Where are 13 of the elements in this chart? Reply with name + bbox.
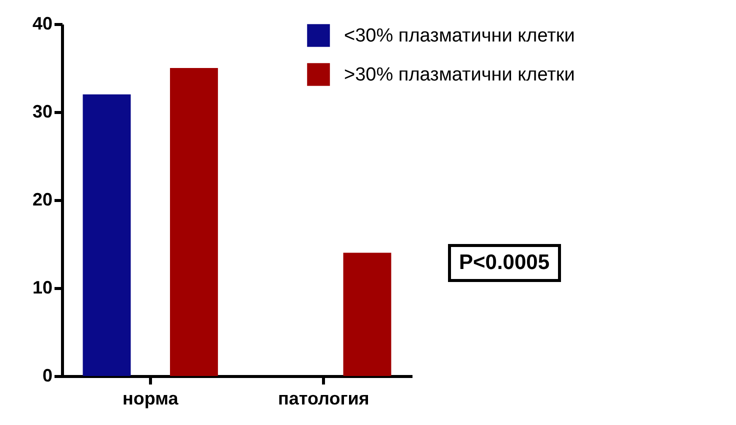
y-tick-label: 20 (32, 190, 52, 210)
x-tick-label: норма (122, 388, 180, 408)
y-tick-label: 30 (32, 102, 52, 122)
legend-label: >30% плазматични клетки (344, 64, 575, 86)
y-tick-label: 10 (32, 278, 52, 298)
bar (170, 68, 218, 376)
y-tick-label: 40 (32, 14, 52, 34)
bar (82, 94, 131, 376)
legend-label: <30% плазматични клетки (344, 26, 575, 46)
y-tick-label: 0 (42, 366, 52, 386)
text: P<0.0005 (448, 244, 561, 282)
bar (343, 252, 392, 376)
x-tick-label: патология (278, 388, 370, 408)
